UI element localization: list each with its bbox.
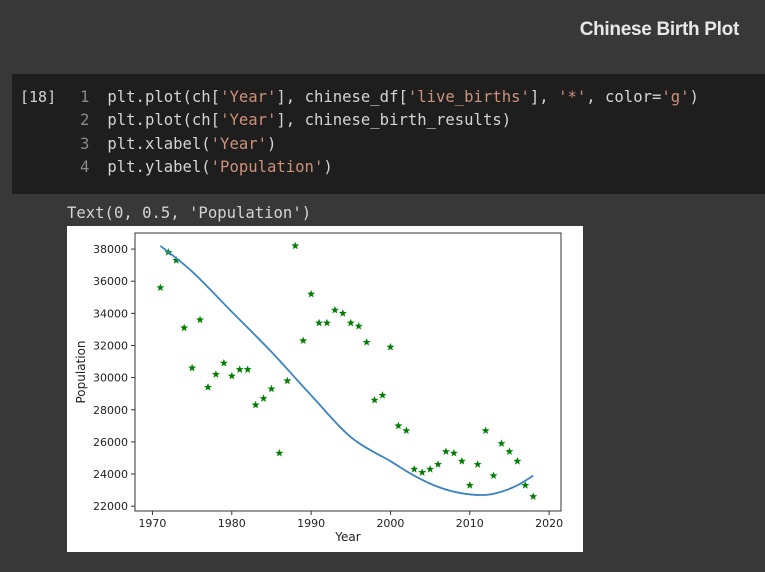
data-point-star [203,383,212,391]
code-line[interactable]: 3 plt.xlabel('Year') [80,133,699,156]
cell-output-text: Text(0, 0.5, 'Population') [67,204,312,222]
code-token: plt.xlabel( [107,134,211,153]
data-point-star [354,322,363,330]
data-point-star [473,460,482,468]
x-tick-label: 2010 [456,517,484,530]
data-point-star [180,323,189,332]
x-tick-label: 2000 [376,517,404,530]
data-point-star [378,391,387,399]
data-point-star [291,241,300,250]
data-point-star [338,309,347,317]
code-token: plt.plot(ch[ [107,111,221,130]
code-line[interactable]: 2 plt.plot(ch['Year'], chinese_birth_res… [80,109,699,132]
data-point-star [283,376,292,385]
code-token: ) [323,157,333,176]
line-number: 1 [80,88,90,106]
data-point-star [489,471,498,480]
data-point-star [521,481,530,489]
data-point-star [196,315,205,324]
code-token: , color= [586,88,662,106]
code-token: plt.ylabel( [107,157,211,176]
data-point-star [315,318,324,327]
data-point-star [513,456,522,465]
data-point-star [394,421,403,430]
y-tick-label: 38000 [93,243,128,256]
y-tick-label: 36000 [93,275,128,288]
y-tick-label: 30000 [93,372,128,385]
y-axis-label: Population [74,340,88,403]
y-tick-label: 28000 [93,404,128,417]
y-tick-label: 24000 [93,468,128,481]
code-string-literal: 'Population' [210,157,324,176]
data-point-star [497,439,506,447]
data-point-star [330,305,339,314]
code-token: ], chinese_birth_results) [276,111,512,130]
plot-frame [134,232,562,512]
code-token: plt.plot(ch[ [107,88,221,106]
code-line[interactable]: 1 plt.plot(ch['Year'], chinese_df['live_… [80,86,699,109]
data-point-star [299,336,308,345]
x-tick-label: 1970 [138,517,166,530]
line-number: 4 [80,157,90,176]
code-token: ], [529,88,559,106]
fit-line [159,245,534,496]
data-point-star [505,447,514,455]
data-point-star [156,283,165,292]
y-tick-label: 26000 [93,436,128,449]
plot-output: 1970 1980 1990 2000 2010 2020 22000 24000 26000 2… [67,226,583,552]
data-point-star [275,448,284,457]
x-tick-label: 2020 [535,517,563,530]
section-heading: Chinese Birth Plot [579,19,740,40]
data-point-star [434,460,443,468]
y-tick-label: 22000 [93,500,128,513]
data-point-star [267,384,276,393]
code-editor[interactable]: 1 plt.plot(ch['Year'], chinese_df['live_… [80,86,699,179]
data-point-star [235,365,244,373]
data-point-star [227,371,236,380]
code-token: ], chinese_df[ [276,88,408,106]
code-string-literal: 'Year' [220,88,277,106]
data-point-star [251,400,260,409]
code-string-literal: 'g' [661,88,690,106]
line-number: 2 [80,111,90,130]
data-point-star [346,318,355,327]
data-point-star [441,447,450,455]
data-point-star [529,492,538,500]
data-point-star [402,426,411,435]
code-cell[interactable]: [18] 1 plt.plot(ch['Year'], chinese_df['… [12,74,765,194]
data-point-star [322,318,331,327]
data-point-star [465,481,474,489]
data-point-star [211,370,220,378]
data-point-star [370,395,379,404]
data-point-star [481,426,490,435]
x-tick-label: 1990 [297,517,325,530]
data-point-star [410,465,419,473]
x-tick-label: 1980 [218,517,246,530]
data-point-star [219,358,228,367]
code-string-literal: 'Year' [220,111,277,130]
line-number: 3 [80,134,90,153]
x-axis-label: Year [334,530,360,544]
data-point-star [243,365,252,373]
data-point-star [449,448,458,457]
code-string-literal: 'Year' [210,134,268,153]
data-point-star [418,468,427,476]
code-token: ) [267,134,277,153]
data-point-star [172,256,181,264]
chart-svg: 1970 1980 1990 2000 2010 2020 22000 24000 26000 2… [74,232,563,544]
data-point-star [386,342,395,351]
code-token: ) [689,88,699,106]
y-tick-label: 34000 [93,307,128,320]
data-point-star [362,338,371,346]
code-string-literal: '*' [558,88,587,106]
data-point-star [307,289,316,298]
data-point-star [457,456,466,465]
data-point-star [426,465,435,473]
code-line[interactable]: 4 plt.ylabel('Population') [80,156,699,179]
execution-count: [18] [20,88,57,106]
y-tick-label: 32000 [93,339,128,352]
data-point-star [188,363,197,372]
data-point-star [259,394,268,402]
code-string-literal: 'live_births' [407,88,530,106]
